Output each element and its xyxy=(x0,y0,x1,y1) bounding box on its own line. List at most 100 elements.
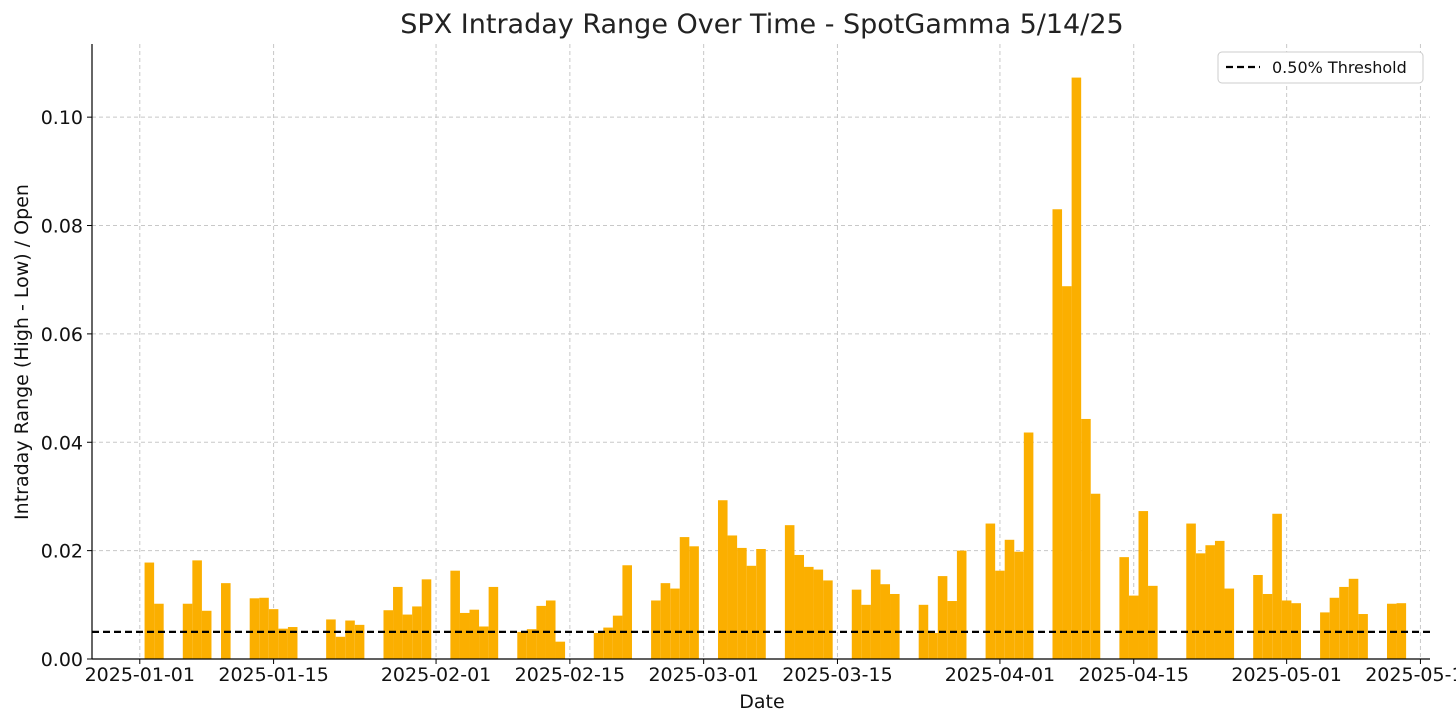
bar xyxy=(1205,545,1215,659)
legend-box xyxy=(1217,51,1424,84)
bar xyxy=(689,546,699,659)
bar xyxy=(393,586,403,659)
bar xyxy=(1272,513,1282,659)
bar xyxy=(450,570,460,659)
x-tick-label: 2025-03-01 xyxy=(648,664,758,686)
axes-layer xyxy=(91,44,1430,660)
bar xyxy=(1186,523,1196,659)
bar xyxy=(1320,612,1330,659)
bar xyxy=(517,631,527,659)
x-tick-label: 2025-05-01 xyxy=(1231,664,1341,686)
y-tick-label: 0.04 xyxy=(41,432,83,454)
bar xyxy=(192,560,202,659)
x-axis-label: Date xyxy=(739,691,784,713)
bar xyxy=(488,586,499,659)
bar xyxy=(1348,578,1359,659)
bar xyxy=(823,580,833,659)
bar xyxy=(383,610,394,659)
y-tick-label: 0.10 xyxy=(41,107,83,129)
bar xyxy=(1148,585,1158,659)
bar xyxy=(804,566,814,659)
bar xyxy=(1071,77,1082,660)
bar xyxy=(1195,553,1206,659)
bar xyxy=(670,588,680,659)
y-tick-label: 0.02 xyxy=(41,541,83,563)
bar xyxy=(660,583,671,659)
bar xyxy=(278,628,288,659)
bar xyxy=(249,598,260,659)
bar xyxy=(1090,493,1101,659)
bar xyxy=(1224,588,1235,659)
x-tick-label: 2025-02-01 xyxy=(381,664,491,686)
bar xyxy=(1214,540,1225,659)
bar xyxy=(995,570,1005,659)
bar xyxy=(1358,614,1368,659)
bar xyxy=(144,562,155,659)
bar xyxy=(651,600,661,659)
bar xyxy=(737,547,747,659)
bar xyxy=(182,603,193,659)
bar xyxy=(794,554,805,659)
bar xyxy=(287,627,298,659)
bar xyxy=(1014,551,1024,659)
bar xyxy=(985,523,996,659)
bar xyxy=(545,600,556,659)
bar xyxy=(956,550,967,659)
bar xyxy=(612,615,623,659)
bar xyxy=(354,624,365,659)
bar xyxy=(851,589,862,659)
bar xyxy=(937,576,948,659)
y-tick-label: 0.00 xyxy=(41,649,83,671)
bar xyxy=(536,605,546,659)
bar xyxy=(890,593,900,659)
bar xyxy=(1004,539,1015,659)
bar xyxy=(479,626,489,659)
bar xyxy=(555,641,566,659)
bar xyxy=(1081,418,1091,659)
bar xyxy=(603,627,613,659)
bar xyxy=(756,549,766,659)
bar xyxy=(345,620,355,659)
bar xyxy=(259,597,269,659)
bar xyxy=(1062,286,1072,659)
bar xyxy=(622,565,632,659)
bar xyxy=(1329,597,1340,659)
x-tick-label: 2025-04-15 xyxy=(1079,664,1189,686)
bar xyxy=(1253,575,1263,659)
bar xyxy=(746,565,757,659)
bar xyxy=(1023,432,1034,659)
bar xyxy=(1128,595,1139,659)
ticks-layer: 2025-01-01 2025-01-15 2025-02-01 2025-02-15… xyxy=(41,107,1456,686)
bar xyxy=(784,525,795,659)
bar xyxy=(201,610,212,659)
bar xyxy=(1262,593,1273,659)
legend-threshold-label: 0.50% Threshold xyxy=(1272,58,1407,77)
bar xyxy=(727,535,738,659)
bar xyxy=(679,537,690,659)
bar xyxy=(469,609,480,659)
bar xyxy=(221,583,231,659)
y-tick-label: 0.08 xyxy=(41,216,83,238)
x-tick-label: 2025-01-01 xyxy=(85,664,195,686)
bar xyxy=(1281,600,1292,659)
bars-layer xyxy=(144,77,1407,660)
bar xyxy=(459,612,470,659)
bar xyxy=(421,579,432,659)
bar xyxy=(593,632,604,659)
bar xyxy=(1138,511,1149,659)
x-tick-label: 2025-05-15 xyxy=(1365,664,1456,686)
bar xyxy=(947,601,957,659)
x-tick-label: 2025-02-15 xyxy=(515,664,625,686)
bar xyxy=(870,569,881,659)
bar xyxy=(717,500,728,659)
bar xyxy=(526,629,537,659)
bar xyxy=(928,632,938,659)
bar xyxy=(326,619,336,659)
y-axis-label: Intraday Range (High - Low) / Open xyxy=(11,184,33,520)
legend: 0.50% Threshold xyxy=(1217,51,1424,84)
x-tick-label: 2025-01-15 xyxy=(218,664,328,686)
bar xyxy=(402,614,413,659)
bar xyxy=(880,584,891,659)
bar xyxy=(1119,557,1129,659)
bar xyxy=(268,609,279,659)
